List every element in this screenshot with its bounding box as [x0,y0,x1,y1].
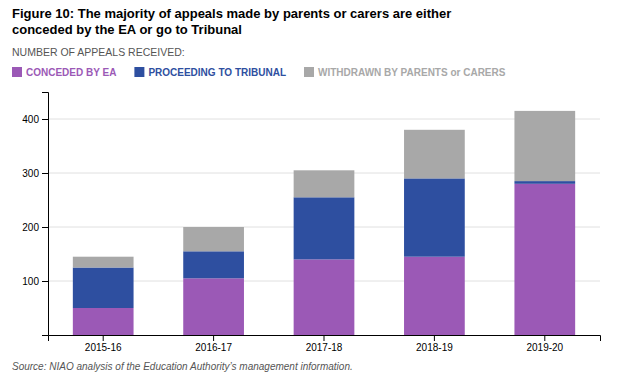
legend-label: PROCEEDING TO TRIBUNAL [148,67,286,78]
x-axis: 2015-16 2016-17 2017-18 2018-19 2019-20 [49,335,601,353]
axis-line [42,93,49,336]
bar [183,227,244,251]
chart: Figure 10: The majority of appeals made … [0,0,620,377]
tick-mark [213,335,214,341]
legend-label: CONCEDED BY EA [26,67,116,78]
tick-label: 2019-20 [526,342,563,353]
tick: 200 [22,222,48,233]
tick: 300 [22,168,48,179]
bar-series [73,111,575,268]
bar [514,181,575,184]
tick-mark [42,173,48,174]
bar [514,111,575,181]
bar [514,184,575,335]
tick: 2018-19 [416,335,453,353]
bar [404,130,465,179]
legend-item: PROCEEDING TO TRIBUNAL [134,67,286,78]
tick-mark [544,335,545,341]
tick-label: 2016-17 [195,342,232,353]
tick-mark [42,281,48,282]
legend-swatch [304,67,314,77]
bar [404,257,465,335]
title: conceded by the EA or go to Tribunal [12,22,242,37]
tick: 2015-16 [85,335,122,353]
tick-mark [103,335,104,341]
tick-mark [42,119,48,120]
legend-swatch [12,67,22,77]
bar [404,178,465,256]
tick: 2017-18 [306,335,343,353]
bar [294,259,355,335]
tick-label: 100 [22,276,39,287]
legend-item: WITHDRAWN BY PARENTS or CARERS [304,67,506,78]
bar-series [73,184,575,335]
legend-item: CONCEDED BY EA [12,67,116,78]
legend: CONCEDED BY EA PROCEEDING TO TRIBUNAL WITH… [12,67,506,78]
tick-label: 200 [22,222,39,233]
axis-line [49,336,601,342]
source: Source: NIAO analysis of the Education A… [12,361,353,372]
tick-label: 2015-16 [85,342,122,353]
bar [294,170,355,197]
bar [294,197,355,259]
tick-label: 300 [22,168,39,179]
tick-mark [434,335,435,341]
tick: 100 [22,276,48,287]
tick-label: 2017-18 [306,342,343,353]
bar [73,308,134,335]
bar-series [73,178,575,308]
tick: 2016-17 [195,335,232,353]
bar [183,251,244,278]
tick-mark [42,227,48,228]
tick-label: 2018-19 [416,342,453,353]
tick-label: 400 [22,114,39,125]
tick-mark [324,335,325,341]
tick: 2019-20 [526,335,563,353]
tick: 400 [22,114,48,125]
bar [73,257,134,268]
legend-label: WITHDRAWN BY PARENTS or CARERS [318,67,506,78]
legend-swatch [134,67,144,77]
bar [73,268,134,309]
y-axis: 100 200 300 400 [22,93,48,336]
bar [183,278,244,335]
subtitle: NUMBER OF APPEALS RECEIVED: [12,46,185,58]
bars [73,111,575,335]
title: Figure 10: The majority of appeals made … [12,6,451,21]
